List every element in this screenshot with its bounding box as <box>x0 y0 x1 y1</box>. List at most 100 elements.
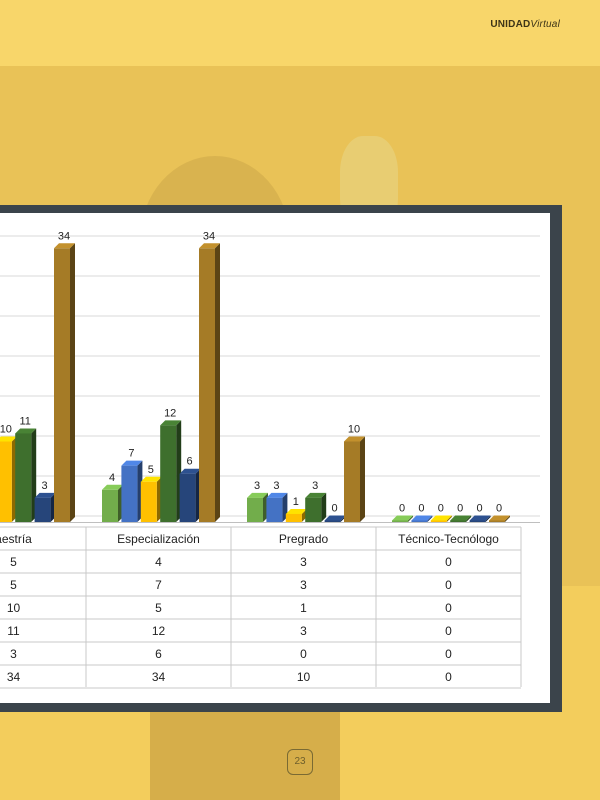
bar-top <box>34 492 56 498</box>
table-cell: 0 <box>445 647 452 661</box>
bar-top <box>392 515 413 521</box>
bar-top <box>102 484 123 490</box>
table-cell: 34 <box>152 670 166 684</box>
data-label: 0 <box>399 503 405 515</box>
table-cell: 7 <box>155 578 162 592</box>
bar <box>179 473 196 522</box>
bar <box>285 513 302 522</box>
data-label: 34 <box>58 230 70 242</box>
bar <box>324 520 341 522</box>
data-label: 1 <box>293 496 299 508</box>
bar-side <box>446 515 452 522</box>
category-label: Especialización <box>117 532 200 546</box>
data-label: 0 <box>438 503 444 515</box>
bar <box>469 520 486 522</box>
brand-logo: UNIDADVirtual <box>490 19 560 30</box>
bar <box>15 433 32 522</box>
bar-top <box>489 515 510 521</box>
brand-logo-italic: Virtual <box>530 19 560 30</box>
data-label: 0 <box>477 503 483 515</box>
bar <box>0 441 12 522</box>
bar <box>140 481 157 522</box>
bar <box>305 497 322 522</box>
bar-top <box>0 436 17 442</box>
bar-top <box>199 243 220 249</box>
category-label: aestría <box>0 532 32 546</box>
header-band <box>0 0 600 66</box>
bar <box>411 520 428 522</box>
data-label: 0 <box>496 503 502 515</box>
bar <box>54 248 70 523</box>
data-label: 5 <box>148 464 154 476</box>
table-cell: 12 <box>152 624 166 638</box>
bar <box>160 425 177 522</box>
bar-top <box>54 243 75 249</box>
table-cell: 0 <box>445 670 452 684</box>
bar-side <box>427 515 433 522</box>
bar-top <box>160 420 182 426</box>
table-cell: 4 <box>155 555 162 569</box>
bar-chart: 551011334475126343313010000000aestríaEsp… <box>0 230 540 689</box>
data-label: 3 <box>273 480 279 492</box>
bar-side <box>408 515 413 522</box>
chart-panel: 551011334475126343313010000000aestríaEsp… <box>0 213 550 703</box>
bar-top <box>305 492 327 498</box>
table-cell: 0 <box>300 647 307 661</box>
data-label: 4 <box>109 472 115 484</box>
bar-top <box>15 428 37 434</box>
bar-top <box>469 515 491 521</box>
bar-top <box>344 436 365 442</box>
bar <box>430 520 447 522</box>
data-label: 0 <box>332 503 338 515</box>
data-label: 10 <box>348 424 360 436</box>
bar-top <box>324 515 346 521</box>
bar <box>102 489 118 522</box>
bar-side <box>215 243 220 523</box>
bar-side <box>505 515 510 522</box>
data-label: 0 <box>457 503 463 515</box>
table-cell: 3 <box>10 647 17 661</box>
data-label: 3 <box>42 480 48 492</box>
page-number: 23 <box>287 749 313 775</box>
bar-top <box>411 515 433 521</box>
table-cell: 10 <box>7 601 21 615</box>
bar-top <box>266 492 288 498</box>
category-label: Técnico-Tecnólogo <box>398 532 499 546</box>
table-cell: 5 <box>155 601 162 615</box>
table-cell: 3 <box>300 624 307 638</box>
table-cell: 3 <box>300 555 307 569</box>
table-cell: 34 <box>7 670 21 684</box>
table-cell: 0 <box>445 601 452 615</box>
data-label: 34 <box>203 230 215 242</box>
table-cell: 1 <box>300 601 307 615</box>
table-cell: 10 <box>297 670 311 684</box>
data-label: 11 <box>19 415 30 427</box>
bar <box>199 248 215 523</box>
bar-top <box>121 460 143 466</box>
bar <box>392 520 408 522</box>
data-label: 6 <box>187 456 193 468</box>
bar-top <box>247 492 268 498</box>
bar <box>266 497 283 522</box>
table-cell: 6 <box>155 647 162 661</box>
data-label: 3 <box>312 480 318 492</box>
data-label: 3 <box>254 480 260 492</box>
bar-top <box>285 508 307 514</box>
table-cell: 11 <box>7 624 20 638</box>
bar <box>121 465 138 522</box>
bar <box>450 520 467 522</box>
bar-side <box>466 515 472 522</box>
bar-side <box>485 515 491 522</box>
table-cell: 0 <box>445 624 452 638</box>
bar-side <box>70 243 75 523</box>
category-label: Pregrado <box>279 532 329 546</box>
data-label: 12 <box>164 407 176 419</box>
data-label: 7 <box>128 448 134 460</box>
bar <box>247 497 263 522</box>
bar-top <box>179 468 201 474</box>
data-label: 10 <box>0 424 12 436</box>
bar <box>34 497 51 522</box>
table-cell: 5 <box>10 578 17 592</box>
bar-top <box>430 515 452 521</box>
table-cell: 0 <box>445 578 452 592</box>
